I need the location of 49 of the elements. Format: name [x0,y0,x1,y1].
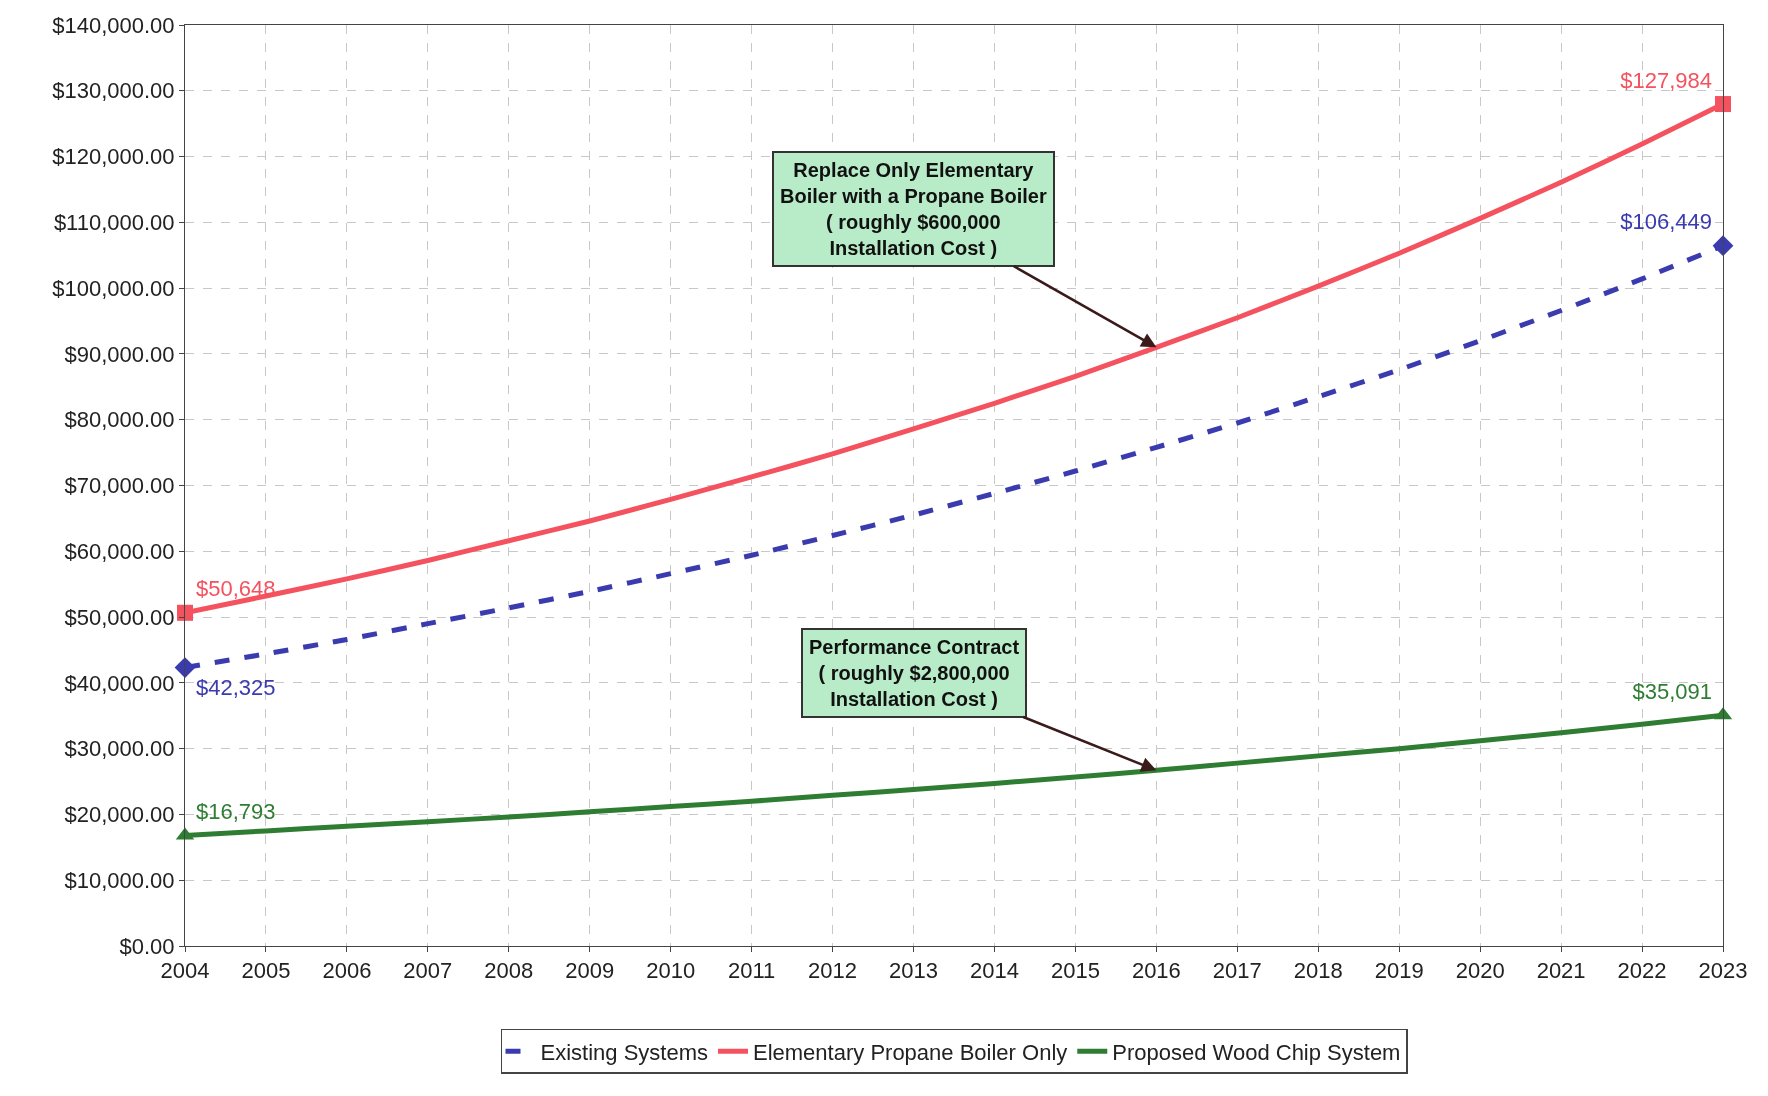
x-tick-label: 2008 [484,958,534,984]
legend-label: Proposed Wood Chip System [1112,1039,1401,1065]
y-tick-label: $120,000.00 [52,144,175,170]
x-tick-label: 2007 [403,958,453,984]
x-tick-label: 2020 [1455,958,1505,984]
y-tick-label: $80,000.00 [64,407,175,433]
legend-label: Existing Systems [540,1039,708,1065]
x-tick-label: 2019 [1374,958,1424,984]
data-label: $16,793 [196,799,276,825]
x-tick-label: 2014 [969,958,1019,984]
y-tick-label: $30,000.00 [64,736,175,762]
y-tick-label: $20,000.00 [64,802,175,828]
y-tick-label: $40,000.00 [64,670,175,696]
x-tick-label: 2015 [1050,958,1100,984]
y-tick-label: $0.00 [119,933,175,959]
data-label: $50,648 [196,576,276,602]
y-tick-label: $60,000.00 [64,538,175,564]
x-tick-label: 2018 [1293,958,1343,984]
data-label: $35,091 [1632,678,1712,704]
data-label: $42,325 [196,675,276,701]
y-tick-label: $90,000.00 [64,341,175,367]
x-tick-label: 2016 [1131,958,1181,984]
x-tick-label: 2010 [646,958,696,984]
point [1712,235,1734,257]
x-tick-label: 2013 [889,958,939,984]
x-tick-label: 2017 [1212,958,1262,984]
x-tick-label: 2011 [727,958,776,984]
data-label: $127,984 [1620,67,1712,93]
x-tick-label: 2022 [1617,958,1667,984]
y-tick-label: $110,000.00 [53,210,175,236]
data-label: $106,449 [1620,209,1712,235]
x-tick-label: 2023 [1698,958,1748,984]
y-tick-label: $140,000.00 [52,12,175,38]
y-tick-label: $130,000.00 [52,78,175,104]
annotation: Replace Only Elementary Boiler with a Propane Boiler ( roughly $600,000 Installation Cost ) [780,159,1047,259]
point [1715,96,1731,113]
x-tick-label: 2005 [241,958,291,984]
y-tick-label: $70,000.00 [64,473,175,499]
annotation: Performance Contract ( roughly $2,800,000 Installation Cost ) [809,636,1020,710]
x-tick-label: 2012 [808,958,858,984]
x-tick-label: 2009 [565,958,615,984]
legend-label: Elementary Propane Boiler Only [753,1039,1068,1065]
y-tick-label: $50,000.00 [64,604,175,630]
point [177,604,193,621]
y-tick-label: $100,000.00 [52,275,175,301]
y-tick-label: $10,000.00 [64,867,175,893]
x-tick-label: 2021 [1536,958,1586,984]
x-tick-label: 2004 [160,958,210,984]
x-tick-label: 2006 [322,958,372,984]
